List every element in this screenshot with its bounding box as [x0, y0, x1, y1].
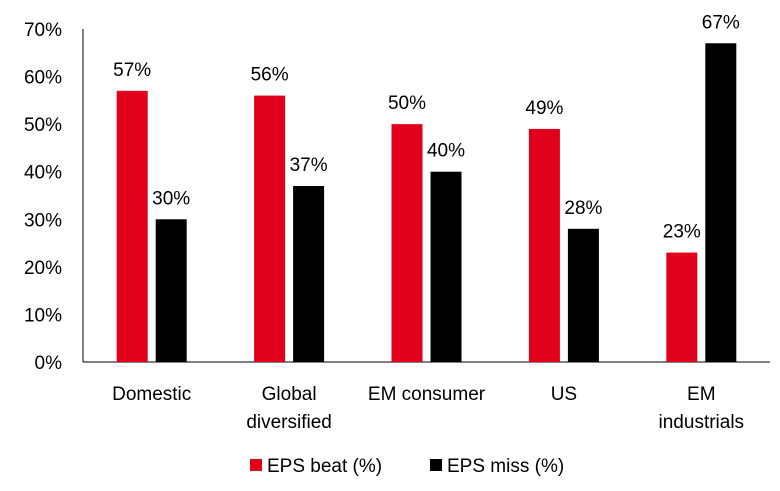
data-label: 57% [113, 60, 151, 81]
data-label: 50% [388, 93, 426, 114]
x-tick-label: Global [262, 384, 317, 405]
bar-beat [391, 124, 423, 363]
x-tick-label: EM [687, 384, 716, 405]
y-tick-label: 10% [24, 305, 62, 326]
bar-beat [528, 128, 560, 362]
y-tick-label: 0% [35, 353, 63, 374]
bar-beat [254, 95, 286, 362]
legend-swatch [430, 459, 442, 471]
bar-beat [666, 252, 698, 362]
legend-swatch [250, 459, 262, 471]
y-tick-label: 60% [24, 68, 62, 89]
y-tick-label: 30% [24, 210, 62, 231]
x-tick-label: Domestic [112, 384, 191, 405]
x-tick-label: EM consumer [368, 384, 486, 405]
y-tick-label: 20% [24, 258, 62, 279]
bar-miss [155, 219, 187, 362]
bar-beat [116, 90, 148, 362]
data-label: 67% [702, 12, 740, 33]
y-tick-label: 70% [24, 20, 62, 41]
data-label: 23% [663, 222, 701, 243]
legend-label: EPS miss (%) [447, 456, 564, 477]
data-label: 56% [251, 65, 289, 86]
y-tick-label: 50% [24, 115, 62, 136]
data-label: 30% [152, 188, 190, 209]
x-tick-label: industrials [659, 412, 745, 433]
data-label: 28% [564, 198, 602, 219]
x-tick-label: US [551, 384, 577, 405]
bar-miss [567, 228, 599, 362]
bar-miss [293, 185, 325, 362]
x-tick-label: diversified [246, 412, 332, 433]
bar-miss [705, 43, 737, 363]
data-label: 37% [290, 155, 328, 176]
data-label: 49% [525, 98, 563, 119]
data-label: 40% [427, 141, 465, 162]
legend-label: EPS beat (%) [267, 456, 382, 477]
y-tick-label: 40% [24, 163, 62, 184]
bar-miss [430, 171, 462, 362]
